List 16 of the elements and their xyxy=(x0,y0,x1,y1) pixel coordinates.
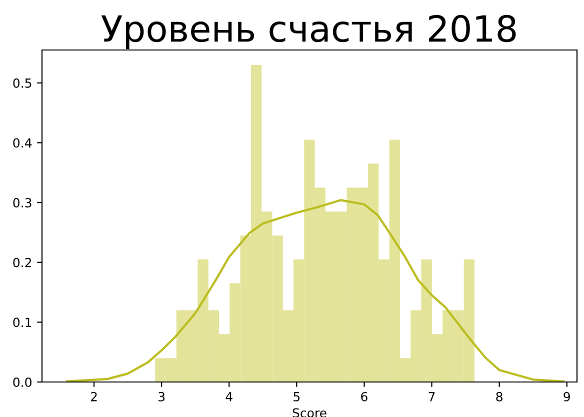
x-tick-label: 9 xyxy=(564,392,570,402)
y-tick-label: 0.2 xyxy=(13,258,32,268)
x-tick-label: 3 xyxy=(158,392,165,402)
x-tick-label: 7 xyxy=(428,392,435,402)
line-series xyxy=(66,199,565,382)
y-tick-label: 0.3 xyxy=(13,198,32,208)
chart-title: Уровень счастья 2018 xyxy=(101,14,516,50)
y-tick-label: 0.4 xyxy=(13,138,32,148)
x-tick-label: 6 xyxy=(361,392,368,402)
x-tick-label: 5 xyxy=(294,392,300,402)
x-tick-label: 2 xyxy=(90,392,97,402)
x-tick-label: 4 xyxy=(226,392,232,402)
y-tick-label: 0.1 xyxy=(13,318,32,328)
y-tick-label: 0.0 xyxy=(13,377,32,387)
x-tick-label: 8 xyxy=(496,392,502,402)
y-tick-label: 0.5 xyxy=(13,78,32,88)
